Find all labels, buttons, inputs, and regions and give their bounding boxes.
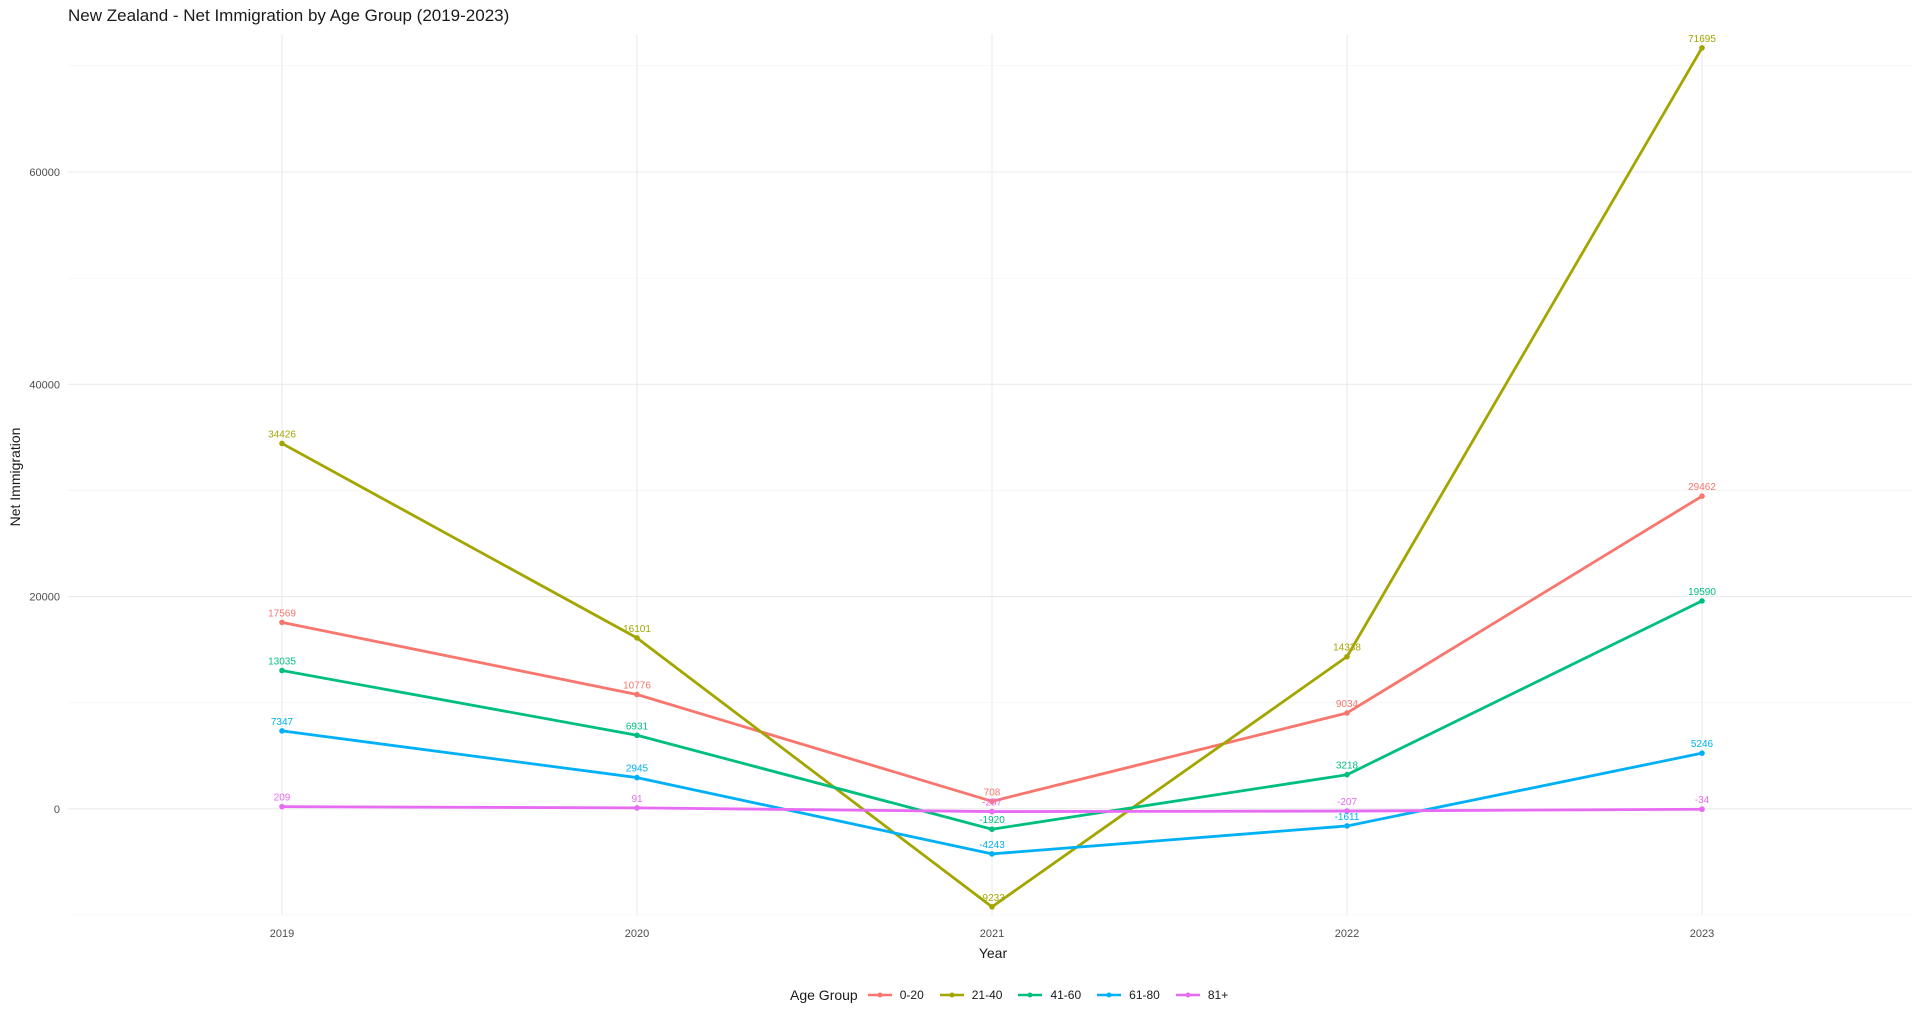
data-label: -207 <box>1337 797 1357 808</box>
data-point <box>634 635 640 641</box>
data-label: 2945 <box>626 764 649 775</box>
legend-item: 41-60 <box>1016 988 1081 1002</box>
legend-key-point <box>1185 992 1191 998</box>
data-label: -257 <box>982 798 1002 809</box>
data-point <box>989 904 995 910</box>
y-tick-label: 60000 <box>29 167 60 179</box>
data-label: 3218 <box>1336 761 1359 772</box>
legend-key <box>867 992 892 998</box>
data-label: 9034 <box>1336 699 1359 710</box>
data-point <box>1699 493 1705 499</box>
legend-label: 0-20 <box>899 988 924 1002</box>
data-label: 14338 <box>1333 643 1361 654</box>
data-point <box>989 808 995 815</box>
legend-items: 0-20 21-40 41-60 61-80 81+ <box>866 988 1243 1002</box>
data-label: 17569 <box>268 608 296 619</box>
legend-key-point <box>1106 992 1112 998</box>
data-label: 34426 <box>268 429 296 440</box>
legend-item: 61-80 <box>1095 988 1160 1002</box>
legend: Age Group 0-20 21-40 41-60 61-80 81+ <box>790 987 1242 1003</box>
legend-key <box>1018 992 1043 998</box>
x-axis-title: Year <box>979 945 1008 961</box>
series-lines <box>279 45 1705 910</box>
legend-key <box>1097 992 1122 998</box>
data-point <box>279 803 285 810</box>
data-label: 91 <box>631 794 643 805</box>
y-tick-label: 20000 <box>29 592 60 604</box>
data-point <box>1344 771 1350 778</box>
legend-key-point <box>877 992 883 998</box>
data-label: 708 <box>984 787 1001 798</box>
legend-label: 81+ <box>1207 988 1229 1002</box>
y-axis-title: Net Immigration <box>7 428 23 527</box>
data-label: -9233 <box>979 893 1005 904</box>
x-tick-label: 2023 <box>1690 928 1714 940</box>
data-label: -1611 <box>1335 812 1360 823</box>
data-point <box>1344 823 1350 829</box>
data-label: 19590 <box>1688 587 1716 598</box>
data-label: 10776 <box>623 680 651 691</box>
data-labels: 17569 10776 708 9034 29462 34426 16101 -9233 143… <box>268 34 1716 904</box>
data-label: 71695 <box>1688 34 1716 45</box>
data-point <box>1344 808 1350 814</box>
legend-label: 21-40 <box>971 988 1003 1002</box>
legend-item: 81+ <box>1174 988 1228 1002</box>
data-point <box>279 619 285 626</box>
data-point <box>634 732 640 739</box>
data-label: 209 <box>274 793 291 804</box>
data-label: 29462 <box>1688 482 1716 493</box>
data-point <box>1344 653 1350 660</box>
data-point <box>279 440 285 447</box>
data-point <box>634 805 640 811</box>
legend-key-point <box>1027 992 1033 998</box>
legend-key <box>939 992 964 998</box>
y-tick-label: 40000 <box>29 379 60 391</box>
data-point <box>989 851 995 857</box>
x-tick-label: 2022 <box>1335 928 1359 940</box>
data-label: 13035 <box>268 656 296 667</box>
data-label: 16101 <box>623 624 651 635</box>
data-point <box>1344 710 1350 716</box>
chart-title: New Zealand - Net Immigration by Age Gro… <box>68 6 510 25</box>
legend-title: Age Group <box>790 987 858 1003</box>
data-point <box>1699 45 1705 51</box>
data-point <box>1699 598 1705 604</box>
data-point <box>989 826 995 833</box>
legend-label: 61-80 <box>1129 988 1160 1002</box>
legend-key <box>1175 992 1200 998</box>
axis-labels: 0 20000 40000 60000 2019 2020 2021 2022 2023 <box>29 167 1714 940</box>
grid-lines <box>68 34 1912 916</box>
data-label: 5246 <box>1691 739 1714 750</box>
data-point <box>279 728 285 734</box>
data-point <box>989 798 995 805</box>
legend-label: 41-60 <box>1050 988 1082 1002</box>
y-tick-label: 0 <box>54 804 60 816</box>
data-point <box>634 691 640 698</box>
data-label: 7347 <box>271 717 294 728</box>
data-point <box>634 774 640 781</box>
x-tick-label: 2019 <box>270 928 294 940</box>
legend-key-point <box>949 992 955 998</box>
data-label: -4243 <box>979 840 1005 851</box>
x-tick-label: 2021 <box>980 928 1004 940</box>
x-tick-label: 2020 <box>625 928 649 940</box>
data-label: -34 <box>1695 795 1710 806</box>
legend-item: 0-20 <box>866 988 924 1002</box>
data-label: 6931 <box>626 721 649 732</box>
data-label: -1920 <box>979 815 1005 826</box>
legend-item: 21-40 <box>938 988 1003 1002</box>
data-point <box>1699 750 1705 756</box>
data-point <box>279 667 285 674</box>
data-point <box>1699 806 1705 813</box>
